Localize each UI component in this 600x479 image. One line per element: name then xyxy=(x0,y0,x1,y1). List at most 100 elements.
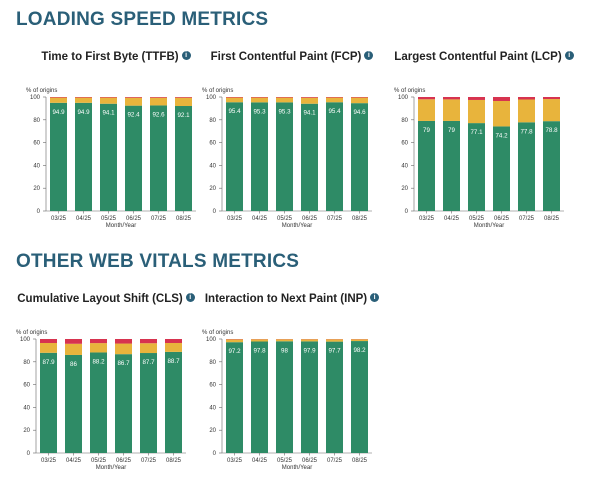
data-label: 92.1 xyxy=(177,112,190,119)
y-tick-label: 0 xyxy=(27,451,31,457)
info-icon[interactable]: i xyxy=(181,51,191,60)
bar-segment-poor xyxy=(125,97,142,98)
bar-segment-needs-improvement xyxy=(251,97,268,103)
bar-segment-needs-improvement xyxy=(443,99,460,121)
chart-title: Cumulative Layout Shift (CLS) xyxy=(17,293,183,305)
bar-segment-needs-improvement xyxy=(125,97,142,106)
x-tick-label: 08/25 xyxy=(176,216,192,222)
x-tick-label: 06/25 xyxy=(302,458,318,464)
bar-segment-poor xyxy=(251,97,268,98)
bar-segment-good xyxy=(326,341,343,453)
chart-fcp: First Contentful Paint (FCP) i % of origi… xyxy=(202,51,382,231)
bar-segment-good xyxy=(50,102,67,211)
y-tick-label: 20 xyxy=(33,186,40,192)
bar-segment-poor xyxy=(40,339,57,343)
y-tick-label: 80 xyxy=(401,118,408,124)
bar-segment-good xyxy=(518,122,535,211)
x-tick-label: 06/25 xyxy=(126,216,142,222)
bar-segment-good xyxy=(150,105,167,211)
data-label: 95.4 xyxy=(228,108,241,115)
bar-segment-needs-improvement xyxy=(468,99,485,124)
y-tick-label: 100 xyxy=(30,95,41,101)
x-tick-label: 04/25 xyxy=(252,458,268,464)
bar-segment-good xyxy=(251,102,268,211)
x-tick-label: 05/25 xyxy=(277,216,293,222)
bar-segment-poor xyxy=(100,97,117,98)
bar-segment-good xyxy=(543,121,560,211)
y-tick-label: 60 xyxy=(209,141,216,147)
bar-segment-needs-improvement xyxy=(351,97,368,104)
data-label: 97.9 xyxy=(303,347,316,354)
y-tick-label: 100 xyxy=(398,95,409,101)
bar-segment-poor xyxy=(226,97,243,98)
bar-segment-poor xyxy=(140,339,157,344)
x-tick-label: 06/25 xyxy=(116,458,132,464)
y-tick-label: 100 xyxy=(206,95,217,101)
data-label: 87.9 xyxy=(42,359,55,366)
bar-segment-good xyxy=(493,126,510,211)
x-axis-label: Month/Year xyxy=(474,223,504,229)
x-tick-label: 07/25 xyxy=(327,216,343,222)
bar-segment-good xyxy=(40,352,57,453)
data-label: 94.9 xyxy=(52,109,65,116)
y-tick-label: 0 xyxy=(213,209,217,215)
bar-segment-needs-improvement xyxy=(75,97,92,103)
bar-segment-good xyxy=(276,341,293,453)
y-tick-label: 60 xyxy=(33,141,40,147)
data-label: 97.2 xyxy=(228,348,241,355)
bar-segment-needs-improvement xyxy=(40,342,57,353)
chart-title: First Contentful Paint (FCP) xyxy=(210,51,362,63)
x-tick-label: 04/25 xyxy=(444,216,460,222)
info-icon[interactable]: i xyxy=(564,51,574,60)
y-tick-label: 80 xyxy=(33,118,40,124)
chart-plot: % of origins 0 20 40 60 80 100 87.9 03/25 86 04/25… xyxy=(16,330,186,471)
bar-segment-good xyxy=(276,102,293,211)
info-icon[interactable]: i xyxy=(364,51,374,60)
chart-inp: Interaction to Next Paint (INP) i % of or… xyxy=(202,293,382,473)
x-tick-label: 03/25 xyxy=(41,458,57,464)
bar-segment-needs-improvement xyxy=(351,339,368,342)
data-label: 74.2 xyxy=(495,132,508,139)
bar-segment-good xyxy=(226,342,243,453)
y-tick-label: 60 xyxy=(401,141,408,147)
bar-segment-poor xyxy=(543,97,560,100)
bar-segment-poor xyxy=(75,97,92,98)
chart-title-row: Largest Contentful Paint (LCP) i xyxy=(394,51,574,63)
data-label: 86.7 xyxy=(117,360,130,367)
data-label: 88.2 xyxy=(92,358,105,365)
data-label: 97.7 xyxy=(328,348,341,355)
bar-segment-poor xyxy=(90,339,107,344)
y-tick-label: 40 xyxy=(209,405,216,411)
data-label: 94.6 xyxy=(353,109,366,116)
x-tick-label: 06/25 xyxy=(302,216,318,222)
bar-segment-needs-improvement xyxy=(90,343,107,353)
x-tick-label: 07/25 xyxy=(141,458,157,464)
bar-segment-needs-improvement xyxy=(418,99,435,121)
y-tick-label: 40 xyxy=(209,163,216,169)
bar-segment-good xyxy=(165,351,182,453)
bar-segment-needs-improvement xyxy=(226,339,243,343)
bar-segment-poor xyxy=(418,97,435,100)
bar-segment-good xyxy=(125,105,142,211)
x-tick-label: 03/25 xyxy=(51,216,67,222)
bar-segment-good xyxy=(301,103,318,211)
bar-segment-needs-improvement xyxy=(326,339,343,342)
x-tick-label: 03/25 xyxy=(419,216,435,222)
bar-segment-needs-improvement xyxy=(50,97,67,103)
y-tick-label: 80 xyxy=(209,118,216,124)
bar-segment-needs-improvement xyxy=(115,343,132,355)
bar-segment-needs-improvement xyxy=(140,343,157,354)
info-icon[interactable]: i xyxy=(370,293,380,302)
bar-segment-needs-improvement xyxy=(518,99,535,123)
bar-segment-needs-improvement xyxy=(226,97,243,103)
bar-segment-needs-improvement xyxy=(493,100,510,127)
x-tick-label: 08/25 xyxy=(166,458,182,464)
data-label: 92.6 xyxy=(152,111,165,118)
y-tick-label: 40 xyxy=(33,163,40,169)
bar-segment-good xyxy=(175,106,192,211)
x-tick-label: 04/25 xyxy=(66,458,82,464)
info-icon[interactable]: i xyxy=(185,293,195,302)
data-label: 77.8 xyxy=(520,128,533,135)
y-tick-label: 0 xyxy=(37,209,41,215)
y-tick-label: 20 xyxy=(401,186,408,192)
